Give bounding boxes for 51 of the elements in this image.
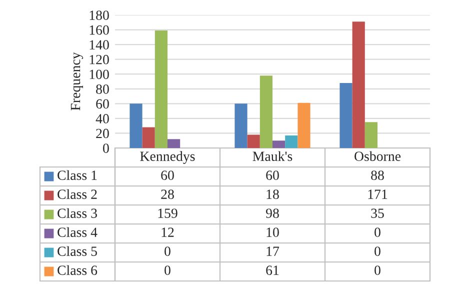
data-label: 17 — [266, 246, 280, 256]
y-axis-title: Frequency — [70, 52, 84, 110]
bar — [285, 135, 298, 148]
y-tick-label: 0 — [103, 144, 109, 153]
data-label: 18 — [266, 190, 279, 199]
bar — [130, 104, 142, 148]
legend-label: Class 2 — [58, 189, 97, 199]
y-tick-label: 60 — [96, 99, 109, 109]
bar — [168, 139, 180, 148]
data-label: 0 — [374, 246, 380, 256]
bar — [352, 22, 365, 148]
y-tick-label: 20 — [96, 128, 109, 138]
data-label: 28 — [161, 190, 174, 199]
data-label: 60 — [266, 170, 279, 180]
bar — [142, 127, 155, 148]
data-label: 171 — [368, 190, 388, 199]
y-tick-label: 80 — [96, 84, 109, 94]
data-label: 0 — [374, 228, 380, 237]
data-label: 60 — [161, 170, 174, 180]
legend-label: Class 4 — [58, 227, 98, 237]
data-label: 88 — [371, 170, 384, 180]
legend-label: Class 5 — [58, 246, 97, 256]
bar — [260, 76, 272, 148]
bar — [340, 82, 352, 148]
y-tick-label: 140 — [90, 40, 109, 50]
data-label: 35 — [371, 208, 384, 218]
data-label: 159 — [158, 208, 178, 218]
bar — [364, 122, 378, 148]
data-label: 0 — [164, 266, 170, 275]
legend-label: Class 1 — [58, 170, 97, 180]
y-tick-label: 100 — [90, 70, 109, 80]
legend-label: Class 6 — [58, 265, 98, 275]
data-label: 10 — [266, 228, 279, 237]
x-tick-label: Osborne — [354, 151, 401, 161]
data-label: 12 — [162, 228, 174, 237]
legend-label: Class 3 — [58, 208, 97, 218]
bar — [154, 30, 168, 148]
data-label: 98 — [266, 208, 279, 218]
x-tick-label: Kennedys — [140, 151, 195, 164]
x-tick-label: Mauk's — [252, 151, 292, 161]
bar — [234, 104, 248, 148]
data-label: 61 — [266, 266, 279, 275]
bar — [272, 140, 286, 148]
y-tick-label: 160 — [90, 25, 109, 35]
bar — [247, 134, 260, 148]
y-tick-label: 120 — [90, 54, 109, 64]
bar — [298, 102, 310, 148]
y-tick-label: 180 — [90, 10, 109, 20]
data-label: 0 — [164, 246, 170, 256]
y-tick-label: 40 — [96, 114, 109, 124]
data-label: 0 — [374, 266, 380, 275]
